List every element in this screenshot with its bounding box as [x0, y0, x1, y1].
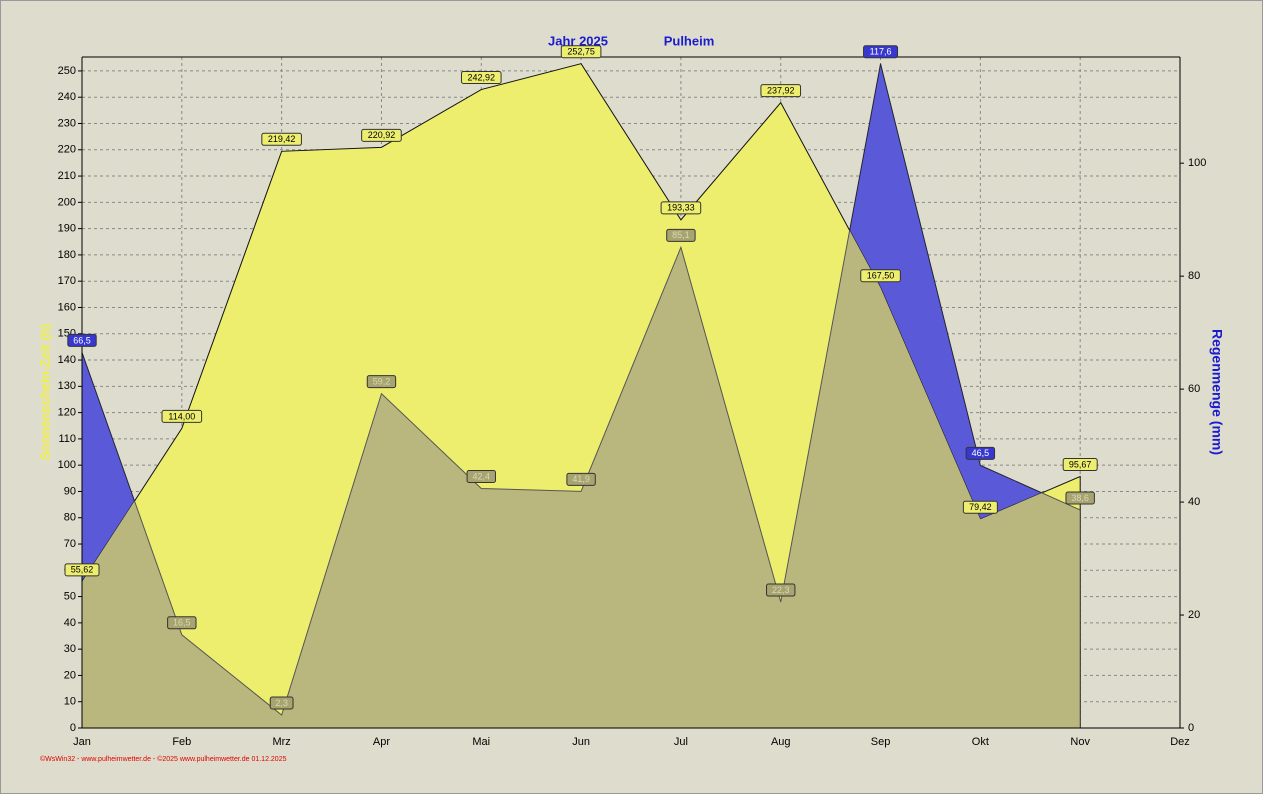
- y-tick-label: 240: [58, 91, 76, 103]
- y2-tick-label: 20: [1188, 609, 1200, 621]
- y-tick-label: 20: [64, 669, 76, 681]
- y-tick-label: 40: [64, 617, 76, 629]
- y-tick-label: 210: [58, 170, 76, 182]
- label-box: [167, 616, 197, 630]
- y-tick-label: 0: [70, 722, 76, 734]
- y-tick-label: 170: [58, 275, 76, 287]
- data-label: 252,75: [567, 47, 595, 57]
- data-label: 79,42: [969, 502, 992, 512]
- label-box: [64, 563, 100, 577]
- data-label: 193,33: [667, 203, 695, 213]
- label-box: [860, 269, 901, 283]
- y-tick-label: 110: [58, 433, 76, 445]
- data-label: 237,92: [767, 86, 795, 96]
- label-box: [1065, 491, 1095, 505]
- y-tick-label: 80: [64, 512, 76, 524]
- label-box: [766, 583, 796, 597]
- label-box: [660, 201, 702, 215]
- y-tick-label: 10: [64, 696, 76, 708]
- data-label: 42,4: [473, 471, 491, 481]
- y2-tick-label: 60: [1188, 383, 1200, 395]
- y2-tick-label: 100: [1188, 157, 1206, 169]
- x-tick-label: Mrz: [272, 736, 290, 748]
- x-tick-label: Sep: [871, 736, 891, 748]
- label-box: [261, 132, 302, 146]
- data-label: 41,9: [572, 474, 590, 484]
- y-tick-label: 90: [64, 485, 76, 497]
- label-box: [560, 45, 602, 59]
- y-tick-label: 70: [64, 538, 76, 550]
- data-label: 55,62: [71, 565, 94, 575]
- y-tick-label: 100: [58, 459, 76, 471]
- label-box: [1062, 458, 1098, 472]
- y-tick-label: 250: [58, 65, 76, 77]
- chart-title: Jahr 2025: [548, 33, 608, 48]
- y-axis-label: Sonnenschein-Zeit (h): [37, 324, 52, 461]
- label-box: [366, 375, 397, 389]
- y2-axis-label: Regenmenge (mm): [1209, 329, 1225, 455]
- data-label: 46,5: [972, 448, 990, 458]
- data-label: 117,6: [870, 47, 892, 57]
- label-box: [361, 128, 402, 142]
- label-box: [965, 446, 996, 460]
- label-box: [666, 228, 696, 242]
- label-box: [760, 84, 802, 98]
- label-box: [269, 696, 294, 710]
- x-tick-label: Jun: [572, 736, 590, 748]
- data-label: 114,00: [168, 411, 195, 421]
- y-tick-label: 200: [58, 196, 76, 208]
- x-tick-label: Dez: [1170, 736, 1190, 748]
- x-tick-label: Okt: [972, 736, 989, 748]
- y-tick-label: 190: [58, 223, 76, 235]
- label-box: [863, 45, 899, 59]
- footer: ©WsWin32 - www.pulheimwetter.de - ©2025 …: [40, 755, 287, 763]
- area-overlap: [82, 63, 1081, 729]
- y-tick-label: 160: [58, 301, 76, 313]
- label-box: [962, 500, 998, 514]
- x-tick-label: Nov: [1070, 736, 1090, 748]
- data-label: 220,92: [368, 130, 396, 140]
- y-tick-label: 180: [58, 249, 76, 261]
- data-label: 59,2: [373, 377, 391, 387]
- x-tick-label: Mai: [472, 736, 490, 748]
- x-tick-label: Jan: [73, 736, 91, 748]
- chart-subtitle: Pulheim: [664, 33, 715, 48]
- y-tick-label: 140: [58, 354, 76, 366]
- label-box: [566, 472, 596, 486]
- x-tick-label: Jul: [674, 736, 688, 748]
- label-box: [460, 71, 502, 85]
- data-label: 22,3: [772, 585, 790, 595]
- x-tick-label: Apr: [373, 736, 390, 748]
- data-label: 95,67: [1069, 459, 1092, 469]
- data-label: 85,1: [672, 230, 690, 240]
- y-tick-label: 50: [64, 590, 76, 602]
- y2-tick-label: 40: [1188, 496, 1200, 508]
- y-tick-label: 130: [58, 380, 76, 392]
- y2-tick-label: 80: [1188, 270, 1200, 282]
- label-box: [161, 409, 203, 423]
- x-tick-label: Feb: [172, 736, 191, 748]
- data-label: 167,50: [867, 271, 895, 281]
- y-tick-label: 30: [64, 643, 76, 655]
- y-tick-label: 230: [58, 117, 76, 129]
- y2-tick-label: 0: [1188, 722, 1194, 734]
- x-tick-label: Aug: [771, 736, 791, 748]
- data-label: 66,5: [73, 335, 91, 345]
- data-label: 242,92: [468, 72, 496, 82]
- y-tick-label: 120: [58, 407, 76, 419]
- y-tick-label: 220: [58, 144, 76, 156]
- data-label: 219,42: [268, 134, 296, 144]
- label-box: [67, 333, 97, 347]
- data-label: 2,3: [275, 698, 288, 708]
- data-label: 16,5: [173, 618, 191, 628]
- label-box: [466, 470, 496, 484]
- data-label: 38,6: [1071, 493, 1089, 503]
